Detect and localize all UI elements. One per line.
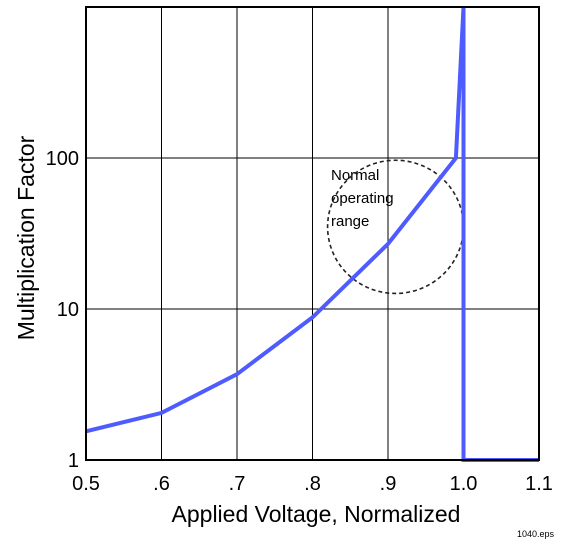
y-tick-label: 100 xyxy=(46,148,79,170)
annotation-layer: Normal operating range xyxy=(326,159,465,295)
y-axis-title: Multiplication Factor xyxy=(13,135,39,340)
plot-frame xyxy=(85,6,540,461)
annotation-line-3: range xyxy=(331,213,369,230)
frame-layer xyxy=(85,6,540,461)
tick-layer: 0.5 .6 .7 .8 .9 1.0 1.1 1 10 100 xyxy=(46,148,553,495)
x-tick-label: 0.5 xyxy=(72,473,100,495)
x-tick-label: 1.1 xyxy=(525,473,553,495)
x-tick-label: .9 xyxy=(380,473,397,495)
x-axis-title: Applied Voltage, Normalized xyxy=(172,501,461,527)
x-tick-label: .6 xyxy=(153,473,170,495)
x-tick-label: .8 xyxy=(304,473,321,495)
annotation-line-1: Normal xyxy=(331,167,379,184)
y-tick-label: 10 xyxy=(57,299,79,321)
grid-layer xyxy=(86,7,539,460)
series-line-1 xyxy=(85,6,539,462)
x-tick-label: .7 xyxy=(229,473,246,495)
x-tick-label: 1.0 xyxy=(450,473,478,495)
file-label: 1040.eps xyxy=(517,529,555,539)
annotation-line-2: operating xyxy=(331,190,394,207)
series-layer xyxy=(85,6,539,462)
y-tick-label: 1 xyxy=(68,450,79,472)
